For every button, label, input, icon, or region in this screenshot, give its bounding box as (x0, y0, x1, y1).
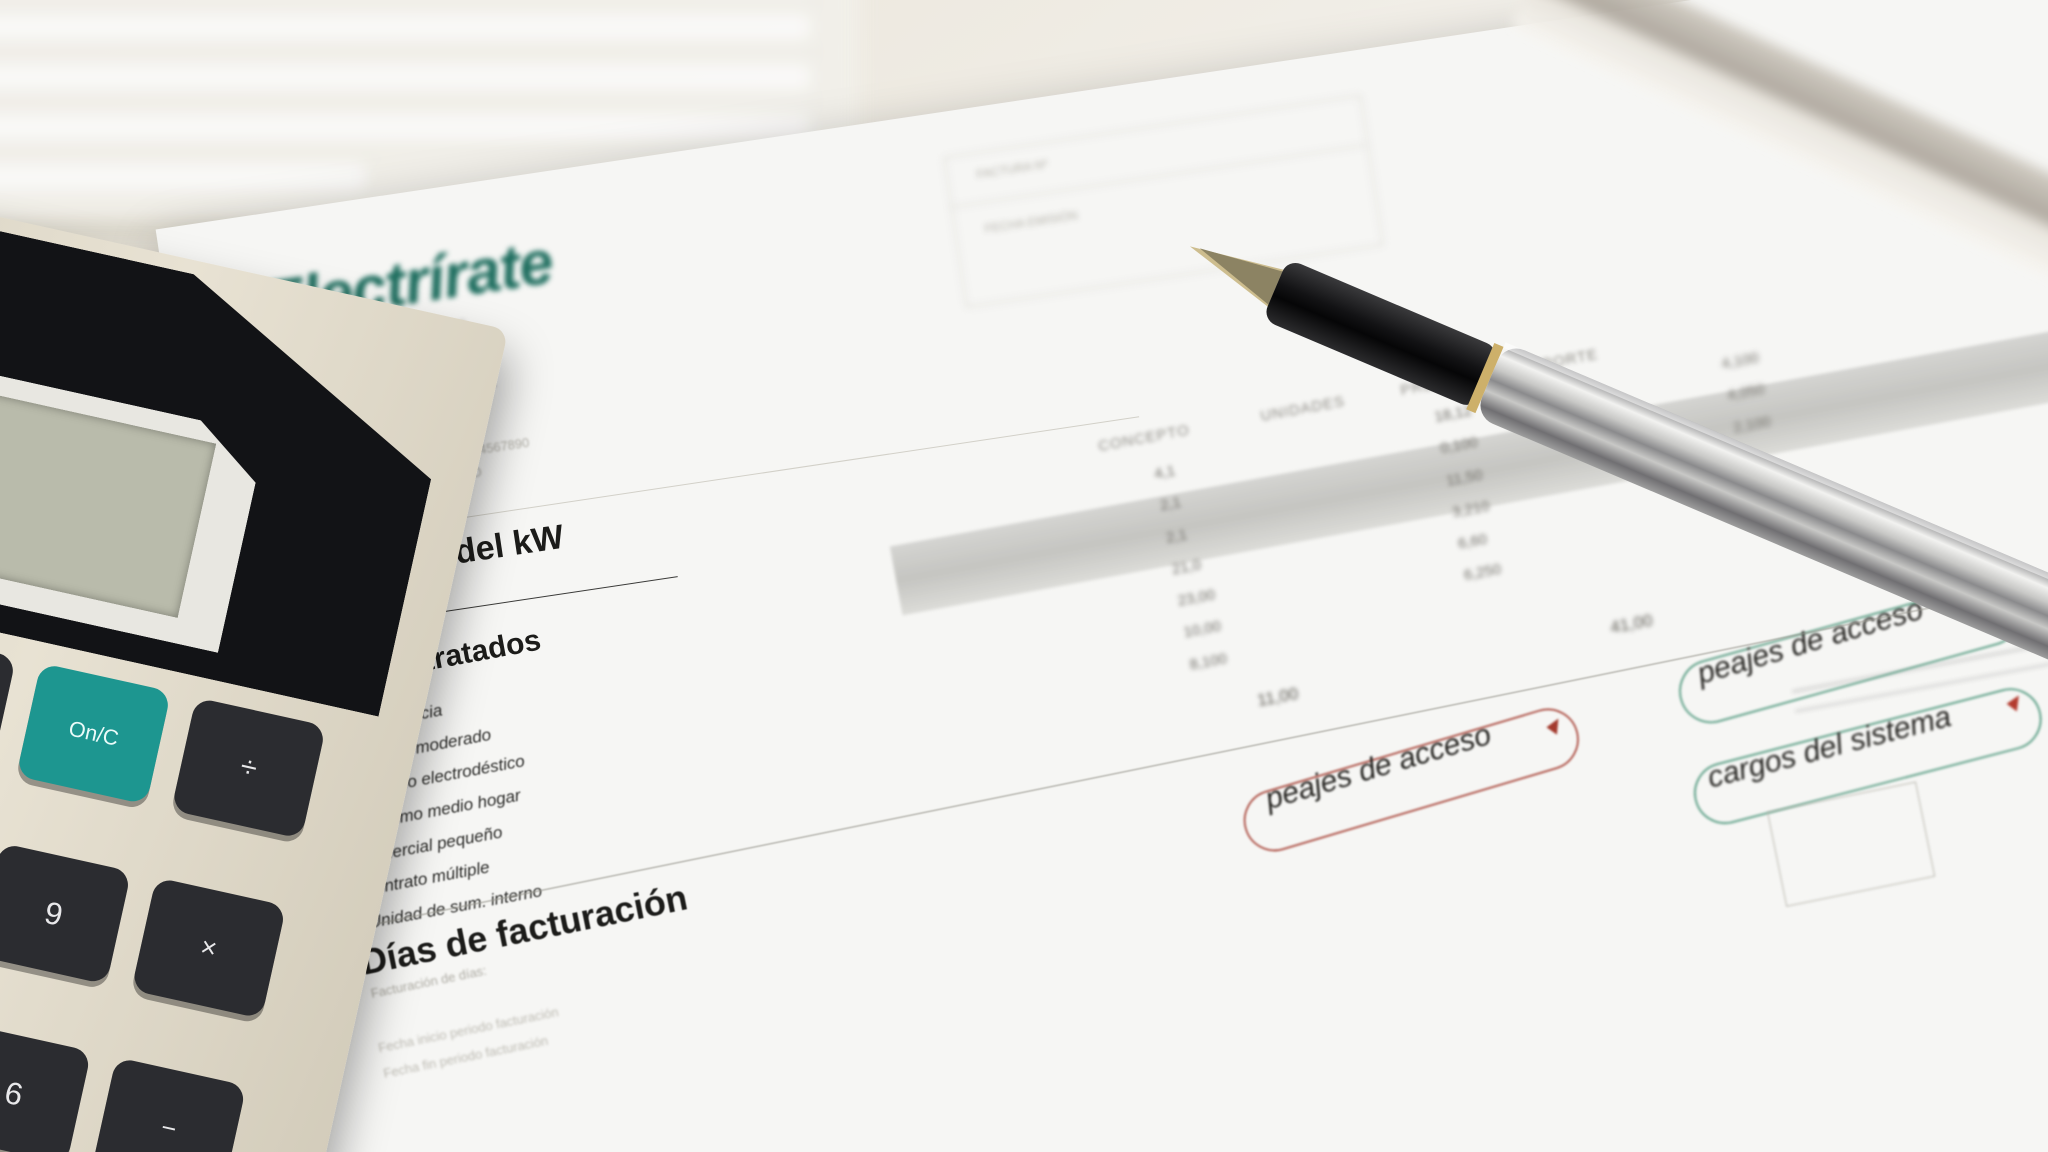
svg-text:peajes de acceso: peajes de acceso (1261, 718, 1495, 816)
